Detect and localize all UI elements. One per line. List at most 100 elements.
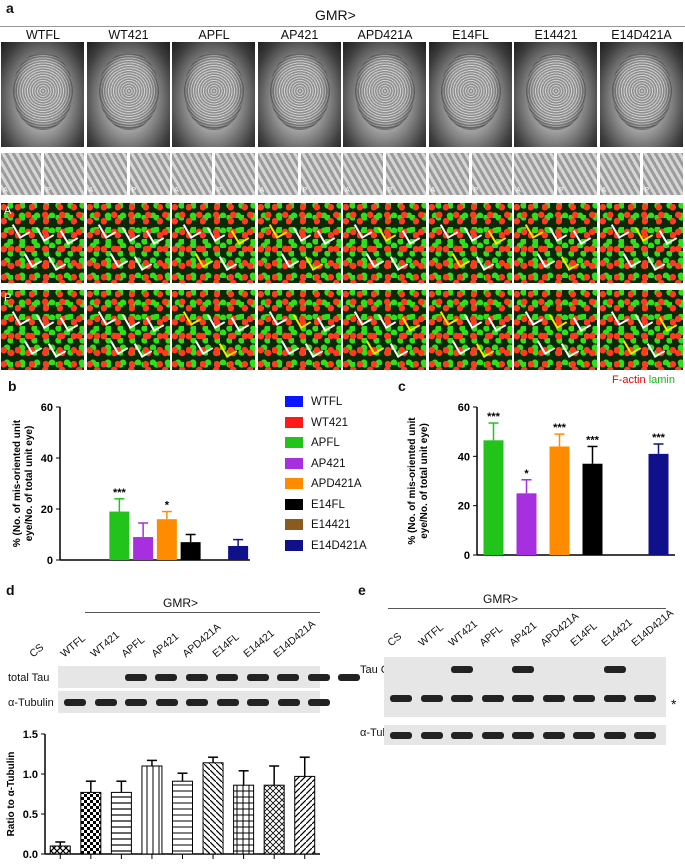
- ommatidia-orientation-arrow: [634, 222, 653, 242]
- protein-band: [390, 695, 412, 702]
- confocal-image-anterior: [599, 203, 683, 283]
- legend-label: APD421A: [311, 478, 362, 490]
- panel-label-a: a: [6, 0, 14, 16]
- bar-AP421: [516, 493, 537, 555]
- legend-label: E14D421A: [311, 539, 367, 552]
- sem-inset-p: P: [44, 153, 84, 195]
- sem-eye-image: [1, 42, 84, 147]
- bar-APFL: [109, 511, 130, 560]
- protein-band: [390, 732, 412, 739]
- sem-eye-image: [514, 42, 597, 147]
- ommatidia-orientation-arrow: [280, 248, 299, 268]
- ommatidia-orientation-arrow: [133, 338, 152, 358]
- y-tick-label: 0: [47, 555, 53, 567]
- blot-e-tau-c3: [384, 657, 666, 717]
- ommatidia-orientation-arrow: [280, 335, 299, 355]
- gmr-line-d: [85, 612, 320, 613]
- ommatidia-orientation-arrow: [59, 312, 79, 332]
- ommatidia-orientation-arrow: [451, 248, 470, 268]
- y-axis-label-line: eye/No. of total unit eye): [419, 423, 430, 539]
- confocal-image-posterior: [86, 290, 170, 370]
- legend-item: WTFL: [285, 396, 342, 408]
- confocal-image-anterior: [257, 203, 341, 283]
- ommatidia-orientation-arrow: [451, 335, 470, 355]
- ommatidia-orientation-arrow: [206, 222, 226, 242]
- blot-d-tubulin: [58, 691, 330, 713]
- lane-label: CS: [385, 630, 405, 649]
- inset-letter: A: [88, 187, 94, 194]
- ommatidia-orientation-arrow: [182, 219, 202, 239]
- bar-E14FL: [582, 463, 603, 555]
- sem-inset-a: A: [514, 153, 554, 195]
- ommatidia-orientation-arrow: [353, 306, 373, 326]
- ommatidia-orientation-arrow: [23, 335, 43, 355]
- lane-label: WTFL: [415, 621, 446, 649]
- legend-swatch: [285, 437, 303, 449]
- ommatidia-orientation-arrow: [622, 335, 641, 355]
- y-axis-label-line: % (No. of mis-oriented unit: [12, 419, 23, 547]
- protein-band: [186, 699, 208, 706]
- legend-label: WT421: [311, 416, 349, 429]
- inset-letter: P: [644, 187, 650, 194]
- protein-band: [247, 699, 269, 706]
- confocal-image-anterior: [86, 203, 170, 283]
- bar-E14D421A: [294, 775, 316, 855]
- y-tick-label: 40: [41, 453, 53, 465]
- genotype-label: APD421A: [357, 28, 413, 42]
- legend-swatch: [285, 478, 303, 490]
- bar-APD421A: [202, 762, 224, 855]
- bar-WTFL: [80, 791, 102, 855]
- confocal-image-posterior: [172, 290, 255, 370]
- lane-label: WTFL: [57, 632, 88, 660]
- sem-inset-p: P: [557, 153, 597, 195]
- sem-inset-a: A: [1, 153, 41, 195]
- ommatidia-orientation-arrow: [524, 219, 544, 239]
- ommatidia-orientation-arrow: [487, 225, 506, 245]
- ommatidia-orientation-arrow: [475, 338, 494, 358]
- ommatidia-orientation-arrow: [658, 312, 677, 332]
- y-tick-label: 20: [458, 501, 470, 513]
- compound-eye: [98, 52, 159, 130]
- bar-E14FL: [180, 542, 201, 560]
- lane-label: AP421: [149, 630, 182, 660]
- ommatidia-orientation-arrow: [97, 219, 116, 239]
- inset-letter: A: [516, 187, 521, 194]
- ommatidia-orientation-arrow: [230, 312, 250, 332]
- ommatidia-orientation-arrow: [11, 306, 31, 326]
- bar-CS: [49, 845, 71, 855]
- legend-item: APD421A: [285, 478, 362, 490]
- inset-letter: A: [345, 187, 350, 194]
- protein-band: [573, 695, 595, 702]
- compound-eye: [355, 52, 415, 130]
- sem-inset-p: P: [642, 153, 683, 195]
- ommatidia-orientation-arrow: [401, 225, 421, 245]
- sem-inset-a: A: [599, 153, 640, 195]
- ommatidia-orientation-arrow: [268, 219, 287, 239]
- lane-label: E14D421A: [629, 607, 676, 649]
- bar-APFL: [141, 765, 163, 855]
- ommatidia-orientation-arrow: [47, 251, 67, 271]
- y-tick-label: 0.5: [23, 809, 38, 821]
- sem-eye-image: [343, 42, 426, 147]
- ommatidia-orientation-arrow: [304, 251, 323, 271]
- genotype-label: E14FL: [452, 28, 489, 42]
- protein-band: [338, 674, 360, 681]
- protein-band: [451, 666, 473, 673]
- ommatidia-orientation-arrow: [377, 309, 397, 329]
- protein-band: [573, 732, 595, 739]
- blot-d-total-tau: [58, 666, 360, 688]
- sem-inset-p: P: [386, 153, 426, 195]
- y-tick-label: 0: [464, 550, 470, 562]
- bar-AP421: [133, 537, 154, 560]
- ommatidia-orientation-arrow: [292, 309, 311, 329]
- protein-band: [216, 699, 239, 706]
- significance-marker: ***: [113, 487, 127, 499]
- bar-WT421: [110, 791, 132, 855]
- gmr-label-d: GMR>: [163, 596, 199, 610]
- ommatidia-orientation-arrow: [206, 309, 226, 329]
- ommatidia-orientation-arrow: [145, 312, 164, 332]
- confocal-image-posterior: [257, 290, 341, 370]
- gmr-line-a: [0, 26, 685, 27]
- ommatidia-orientation-arrow: [353, 219, 373, 239]
- inset-letter: P: [217, 187, 222, 194]
